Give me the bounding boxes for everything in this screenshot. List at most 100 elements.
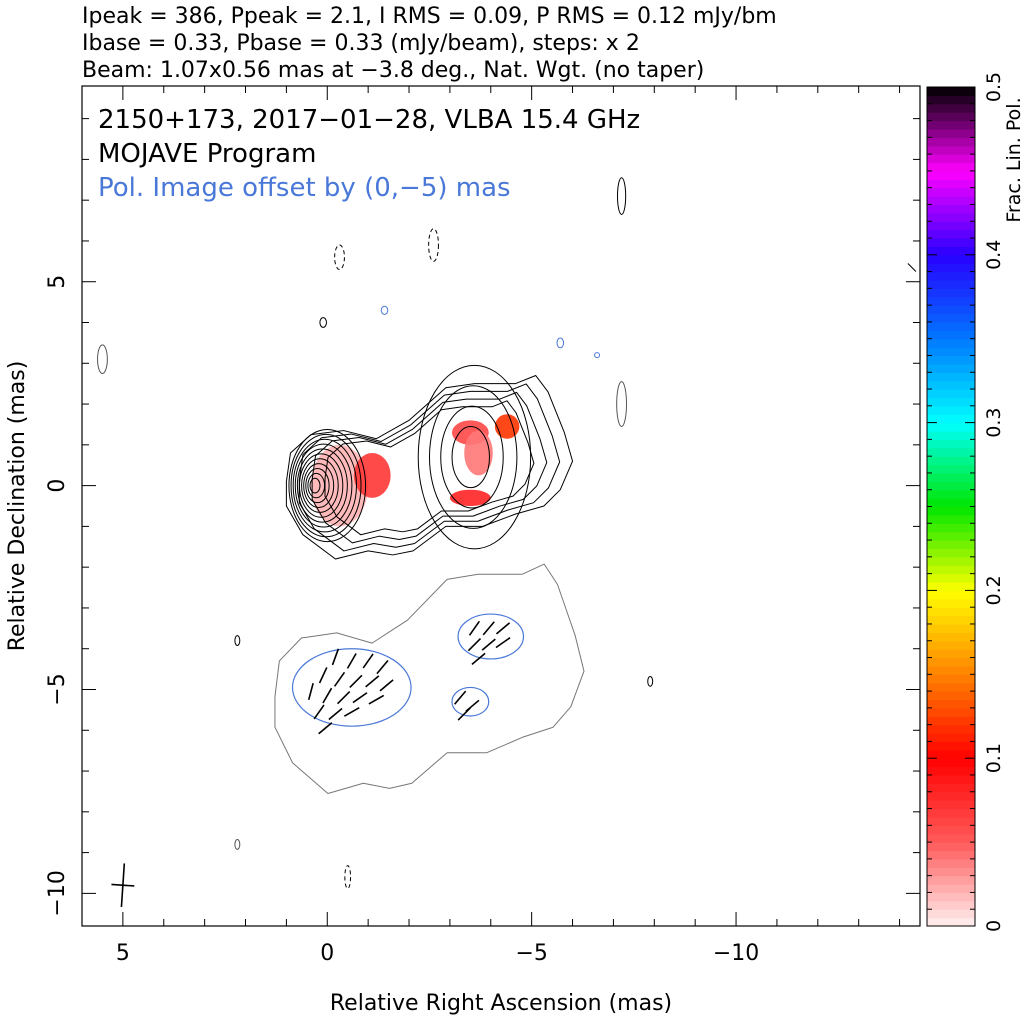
colorbar-segment	[927, 540, 975, 550]
colorbar-segment	[927, 816, 975, 826]
evpa-vector	[318, 722, 333, 735]
total-intensity-contour	[296, 448, 348, 523]
beam-marker	[111, 863, 135, 908]
x-axis-label: Relative Right Ascension (mas)	[330, 991, 672, 1016]
total-intensity-contour	[428, 385, 518, 529]
colorbar-tick-label: 0.4	[983, 240, 1005, 270]
colorbar-segment	[927, 699, 975, 709]
colorbar-segment	[927, 296, 975, 306]
noise-contour	[334, 244, 345, 270]
colorbar-segment	[927, 783, 975, 793]
colorbar-segment	[927, 430, 975, 440]
evpa-vector	[368, 694, 385, 705]
evpa-vector	[471, 652, 486, 666]
header-line-3: Beam: 1.07x0.56 mas at −3.8 deg., Nat. W…	[82, 58, 704, 83]
x-tick-label: −5	[515, 941, 547, 966]
colorbar-segment	[927, 338, 975, 348]
colorbar-segment	[927, 422, 975, 432]
noise-contour	[234, 839, 241, 850]
colorbar-segment	[927, 288, 975, 298]
colorbar-segment	[927, 514, 975, 524]
colorbar-segment	[927, 691, 975, 701]
colorbar-segment	[927, 162, 975, 172]
colorbar-segment	[927, 179, 975, 189]
evpa-vector	[343, 706, 360, 717]
colorbar-segment	[927, 204, 975, 214]
total-intensity-contour	[305, 468, 330, 504]
polarized-intensity-contour	[457, 613, 525, 660]
polarized-intensity-contour	[451, 686, 490, 717]
evpa-vector	[362, 653, 374, 669]
evpa-vector	[468, 620, 481, 636]
x-tick-label: 0	[320, 941, 334, 966]
colorbar-segment	[927, 649, 975, 659]
colorbar-segment	[927, 724, 975, 734]
colorbar-segment	[927, 472, 975, 482]
evpa-vector	[481, 638, 496, 651]
colorbar-segment	[927, 556, 975, 566]
colorbar-segment	[927, 145, 975, 155]
colorbar-segment	[927, 749, 975, 759]
colorbar-segment	[927, 221, 975, 231]
colorbar-tick-label: 0.2	[983, 575, 1005, 605]
colorbar-segment	[927, 389, 975, 399]
colorbar-segment	[927, 582, 975, 591]
evpa-vector	[336, 691, 351, 705]
colorbar-segment	[927, 598, 975, 608]
header-line-1: Ipeak = 386, Ppeak = 2.1, I RMS = 0.09, …	[82, 4, 777, 29]
total-intensity-contours	[285, 364, 574, 560]
colorbar-segment	[927, 120, 975, 130]
colorbar-segment	[927, 523, 975, 533]
colorbar-segment	[927, 825, 975, 835]
polarized-outer-contour	[274, 563, 585, 794]
colorbar-segment	[927, 154, 975, 164]
axes: 5 0 −5 −10 5 0 −5 −10	[45, 86, 920, 966]
colorbar-segment	[927, 590, 975, 600]
total-intensity-contour	[294, 443, 353, 528]
y-axis-label: Relative Declination (mas)	[5, 361, 30, 652]
total-intensity-contour	[451, 425, 490, 489]
colorbar-segment	[927, 187, 975, 197]
evpa-vector	[307, 683, 314, 701]
colorbar-segment	[927, 531, 975, 541]
colorbar-segment	[927, 833, 975, 843]
colorbar-segment	[927, 137, 975, 147]
colorbar-segment	[927, 766, 975, 776]
evpa-vector	[365, 675, 380, 688]
colorbar-segment	[927, 758, 975, 768]
polarized-intensity-contour	[291, 648, 412, 727]
colorbar-segment	[927, 305, 975, 315]
colorbar-segment	[927, 246, 975, 256]
evpa-vector	[352, 692, 368, 704]
evpa-vector	[349, 674, 363, 688]
colorbar-segment	[927, 321, 975, 331]
colorbar-segment	[927, 791, 975, 801]
noise-contour	[380, 305, 389, 315]
evpa-vector	[313, 704, 325, 720]
y-tick-label: 0	[45, 479, 70, 493]
frac-pol-patch	[494, 414, 520, 439]
colorbar-segment	[927, 808, 975, 818]
colorbar-segment	[927, 506, 975, 516]
colorbar-segment	[927, 229, 975, 239]
colorbar-segment	[927, 623, 975, 633]
colorbar-segment	[927, 657, 975, 667]
noise-contour	[428, 228, 439, 262]
colorbar-segment	[927, 665, 975, 675]
colorbar-segment	[927, 447, 975, 457]
plot-content	[97, 177, 917, 908]
noise-contour	[556, 337, 565, 349]
colorbar-tick-label: 0	[983, 920, 1005, 932]
total-intensity-contour	[285, 375, 574, 560]
colorbar-segment	[927, 254, 975, 264]
colorbar-segment	[927, 607, 975, 617]
beam-minor-axis	[111, 883, 135, 887]
colorbar-segment	[927, 87, 975, 96]
colorbar-segment	[927, 800, 975, 810]
colorbar-segment	[927, 900, 975, 910]
colorbar-segment	[927, 682, 975, 692]
colorbar-segment	[927, 330, 975, 340]
colorbar-segment	[927, 548, 975, 558]
evpa-vector	[482, 621, 495, 636]
